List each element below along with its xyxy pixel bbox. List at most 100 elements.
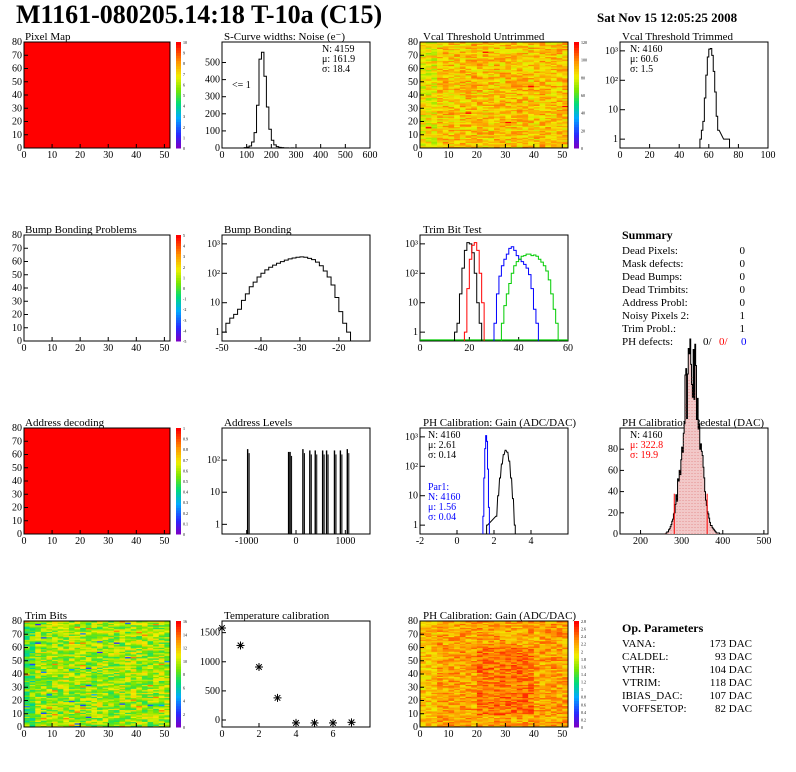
trim_bits-colorbar-seg (176, 676, 181, 680)
address_decoding-colorbar-seg (176, 481, 181, 485)
trim_bit_test-ytick-label: 10 (408, 298, 418, 309)
vcal_untrimmed-colorbar-seg (574, 57, 579, 62)
trim_bits-colorbar-seg (176, 681, 181, 686)
address_decoding-colorbar-label: 0.9 (183, 437, 188, 442)
trim_bits-ytick-label: 30 (12, 682, 22, 693)
ph_gain_map-colorbar-seg (574, 647, 579, 651)
pixel_map-colorbar-label: 3 (183, 114, 185, 119)
trim_bits-colorbar-seg (176, 724, 181, 728)
bump_problems-colorbar-label: 2 (183, 265, 185, 270)
ph_gain-par1-stat: Par1: (428, 482, 449, 493)
address_levels-xtick-label: -1000 (235, 536, 258, 547)
vcal_untrimmed-cells (420, 42, 569, 149)
ph_gain_map-ytick-label: 10 (408, 709, 418, 720)
bump_problems-colorbar-label: 0 (183, 286, 185, 291)
vcal_trimmed-xtick-label: 80 (733, 150, 743, 161)
address_decoding-colorbar-seg (176, 528, 181, 532)
op-parameter-value: 104 DAC (710, 664, 752, 676)
bump_problems-ytick-label: 60 (12, 257, 22, 268)
ph_gain_map-colorbar-seg (574, 668, 579, 672)
trim_bits-xtick-label: 20 (75, 729, 85, 740)
address_decoding-colorbar-seg (176, 502, 181, 506)
trim_bits-colorbar-seg (176, 708, 181, 712)
bump_bonding-xtick-label: -30 (293, 343, 306, 354)
vcal_trimmed-xtick-label: 0 (618, 150, 623, 161)
scurve_noise-xtick-label: 400 (313, 150, 328, 161)
ph_pedestal-stat: σ: 19.9 (630, 450, 658, 461)
trim_bits-colorbar-label: 6 (183, 685, 185, 690)
pixel_map-ytick-label: 10 (12, 130, 22, 141)
address_decoding-ytick-label: 0 (17, 529, 22, 540)
pixel_map-colorbar-seg (176, 110, 181, 115)
temperature_calibration-point (310, 718, 319, 727)
scurve_noise-stat: μ: 161.9 (322, 54, 355, 65)
ph_gain_map-colorbar-seg (574, 708, 579, 712)
ph_gain_map-colorbar-seg (574, 674, 579, 678)
pixel_map-colorbar-seg (176, 76, 181, 80)
bump_problems-xtick-label: 20 (75, 343, 85, 354)
ph_gain_map-colorbar-seg (574, 703, 579, 707)
trim_bit_test-xtick-label: 20 (464, 343, 474, 354)
vcal_untrimmed-colorbar-seg (574, 92, 579, 96)
op-parameter-name: IBIAS_DAC: (622, 690, 683, 702)
ph_gain_map-colorbar-label: 1.8 (581, 657, 586, 662)
trim_bits-xtick-label: 30 (103, 729, 113, 740)
trim_bits-colorbar-seg (176, 697, 181, 701)
ph_gain_map-colorbar-seg (574, 623, 579, 627)
pixel_map-xtick-label: 30 (103, 150, 113, 161)
ph_gain_map-colorbar-label: 0.2 (581, 717, 586, 722)
vcal_untrimmed-colorbar-seg (574, 49, 579, 54)
pixel_map-colorbar-seg (176, 116, 181, 120)
ph_pedestal-stat: N: 4160 (630, 430, 663, 441)
ph_pedestal-xtick-label: 200 (633, 536, 648, 547)
address_decoding-colorbar-seg (176, 494, 181, 498)
pixel_map-colorbar-seg (176, 65, 181, 69)
bump_problems-colorbar-seg (176, 298, 181, 302)
address_levels-xtick-label: 1000 (335, 536, 355, 547)
trim_bits-colorbar-seg (176, 628, 181, 633)
address_decoding-colorbar-seg (176, 499, 181, 503)
pixel_map-colorbar-seg (176, 95, 181, 99)
vcal_untrimmed-colorbar-seg (574, 124, 579, 128)
pixel_map-xtick-label: 0 (22, 150, 27, 161)
scurve_noise-xtick-label: 300 (289, 150, 304, 161)
vcal_untrimmed-xtick-label: 20 (472, 150, 482, 161)
address_decoding-colorbar-seg (176, 462, 181, 466)
trim_bit_test-series-0 (454, 242, 483, 341)
ph_gain-par1-stat: σ: 0.04 (428, 512, 456, 523)
address_decoding-colorbar-seg (176, 435, 181, 440)
vcal_untrimmed-colorbar-seg (574, 68, 579, 72)
vcal_untrimmed-colorbar-seg (574, 47, 579, 51)
pixel_map-colorbar-seg (176, 60, 181, 64)
trim_bits-colorbar-seg (176, 639, 181, 643)
bump_problems-ytick-label: 20 (12, 310, 22, 321)
op-parameter-name: VANA: (622, 638, 655, 650)
trim_bits-colorbar-label: 10 (183, 659, 187, 664)
pixel_map-colorbar-seg (176, 84, 181, 88)
pixel_map-colorbar-seg (176, 134, 181, 138)
address_decoding-colorbar-label: 0.6 (183, 468, 188, 473)
address_decoding-ytick-label: 80 (12, 423, 22, 434)
address_decoding-colorbar-seg (176, 518, 181, 522)
ph_gain_map-colorbar-seg (574, 676, 579, 680)
address_decoding-xtick-label: 0 (22, 536, 27, 547)
pixel_map-colorbar-seg (176, 97, 181, 101)
summary-row-value: 0 (740, 258, 746, 270)
pixel_map-colorbar-seg (176, 87, 181, 91)
temperature_calibration-point (292, 718, 300, 727)
trim_bits-colorbar-seg (176, 713, 181, 717)
address_decoding-colorbar-seg (176, 451, 181, 455)
ph_gain_map-colorbar-seg (574, 721, 579, 725)
pixel_map-colorbar-seg (176, 137, 181, 141)
temperature_calibration-point (255, 663, 263, 672)
vcal_untrimmed-colorbar-seg (574, 42, 579, 46)
vcal_trimmed-stat: μ: 60.6 (630, 54, 658, 65)
trim_bits-colorbar-seg (176, 700, 181, 704)
vcal_untrimmed-colorbar-seg (574, 97, 579, 101)
vcal_untrimmed-colorbar-seg (574, 89, 579, 93)
address_decoding-ytick-label: 20 (12, 503, 22, 514)
trim_bits-colorbar-label: 0 (183, 725, 185, 730)
bump_problems-colorbar-label: -5 (183, 339, 186, 344)
trim_bits-colorbar-seg (176, 634, 181, 638)
bump_problems-colorbar-seg (176, 288, 181, 292)
